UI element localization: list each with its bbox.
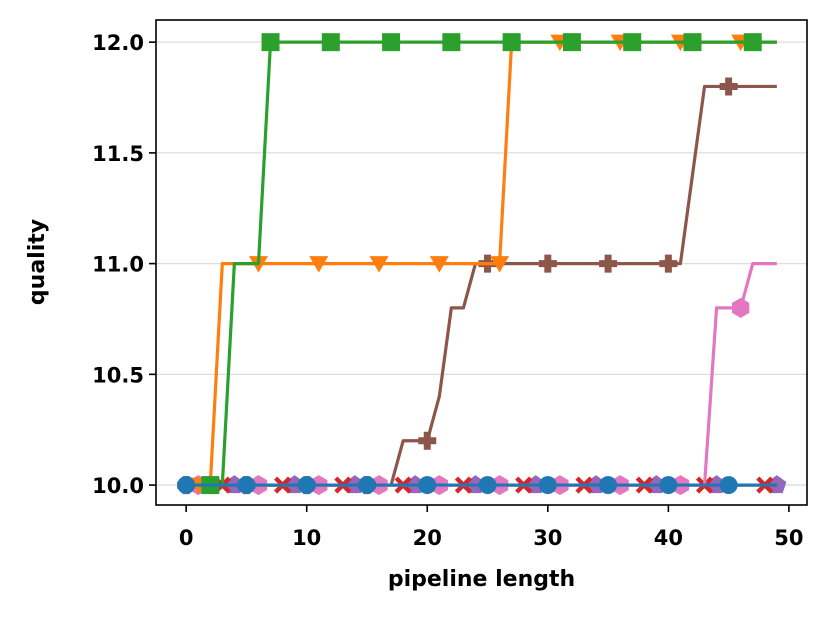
y-tick-label: 12.0 — [92, 31, 144, 55]
series-line-3 — [186, 40, 777, 487]
data-point-6-40 — [659, 254, 678, 273]
series-3 — [186, 33, 777, 495]
data-point-3-22 — [442, 33, 461, 52]
data-point-1-15 — [357, 476, 376, 495]
data-point-1-35 — [599, 476, 618, 495]
data-point-3-42 — [683, 33, 702, 52]
data-point-1-20 — [418, 476, 437, 495]
data-point-2-21 — [429, 256, 449, 273]
y-tick-label: 11.0 — [92, 253, 144, 277]
data-point-2-11 — [309, 256, 329, 273]
x-tick-label: 0 — [179, 526, 194, 550]
y-axis-label: quality — [25, 219, 50, 305]
y-tick-label: 11.5 — [92, 142, 144, 166]
data-point-1-30 — [538, 476, 557, 495]
data-point-2-26 — [490, 256, 510, 273]
y-tick-label: 10.0 — [92, 474, 144, 498]
data-point-3-12 — [321, 33, 340, 52]
data-point-6-20 — [418, 431, 437, 450]
data-point-3-32 — [562, 33, 581, 52]
data-point-6-30 — [538, 254, 557, 273]
x-tick-label: 50 — [774, 526, 803, 550]
x-tick-label: 40 — [654, 526, 683, 550]
series-7 — [186, 262, 777, 496]
data-point-3-47 — [743, 33, 762, 52]
series-1 — [177, 476, 777, 495]
x-tick-label: 30 — [533, 526, 562, 550]
series-2 — [186, 34, 777, 495]
axes-frame — [155, 19, 808, 506]
y-tick-label: 10.5 — [92, 363, 144, 387]
x-tick-label: 20 — [413, 526, 442, 550]
data-point-2-16 — [369, 256, 389, 273]
data-point-1-0 — [177, 476, 196, 495]
x-axis-label: pipeline length — [388, 567, 575, 592]
x-tick-label: 10 — [292, 526, 321, 550]
data-point-3-7 — [261, 33, 280, 52]
data-point-6-45 — [719, 77, 738, 96]
series-line-6 — [186, 84, 777, 487]
data-point-1-5 — [237, 476, 256, 495]
data-point-1-10 — [297, 476, 316, 495]
data-point-3-37 — [623, 33, 642, 52]
data-point-1-45 — [719, 476, 738, 495]
x-axis: 0 10 20 30 40 50 — [179, 505, 804, 550]
data-point-1-25 — [478, 476, 497, 495]
data-point-1-40 — [659, 476, 678, 495]
data-point-3-27 — [502, 33, 521, 52]
y-axis: 10.0 10.5 11.0 11.5 12.0 — [92, 31, 156, 498]
series-6 — [177, 77, 777, 495]
data-point-3-17 — [382, 33, 401, 52]
plot-series — [177, 33, 787, 496]
data-point-7-46 — [732, 297, 750, 318]
data-point-6-35 — [599, 254, 618, 273]
